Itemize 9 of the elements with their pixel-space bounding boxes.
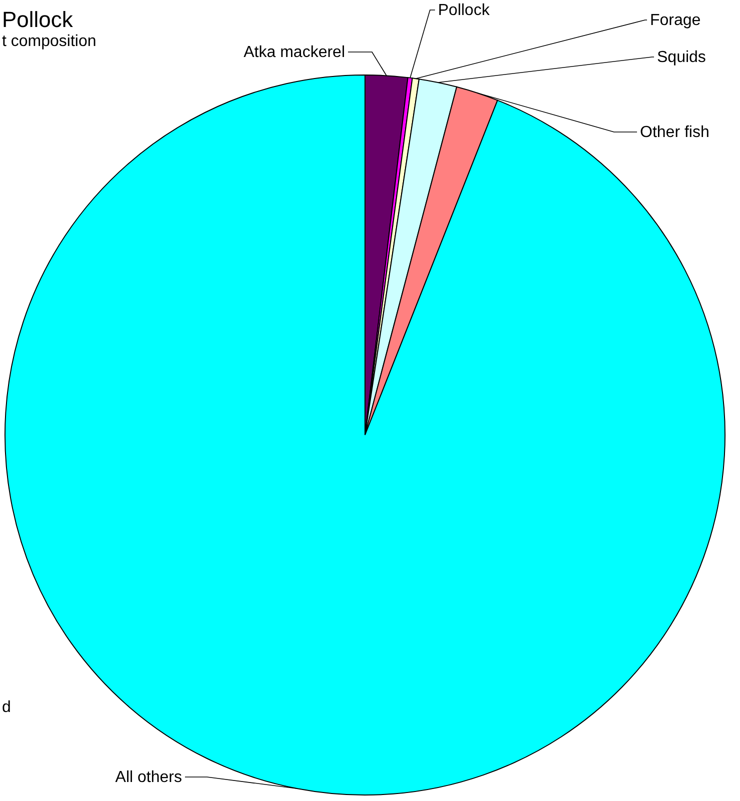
slice-label: Other fish: [640, 124, 710, 141]
slice-label: Forage: [650, 12, 701, 29]
slice-label: Pollock: [438, 2, 491, 19]
text: d: [2, 699, 11, 716]
slice-label: Squids: [657, 49, 706, 66]
slice-label: Atka mackerel: [244, 44, 345, 61]
chart-title: Pollock: [2, 7, 74, 32]
text: t composition: [2, 33, 96, 50]
slice-label: All others: [115, 769, 182, 786]
